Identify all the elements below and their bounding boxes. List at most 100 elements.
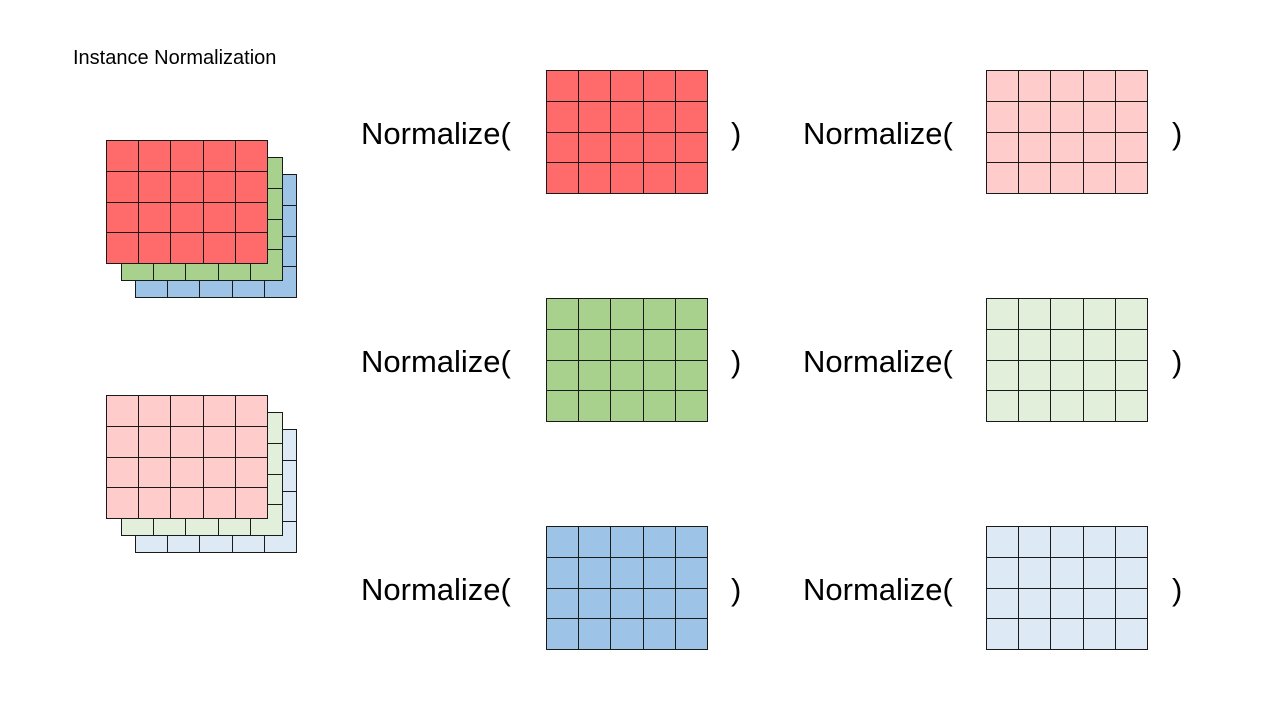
grid-cell bbox=[200, 522, 233, 553]
grid-cell bbox=[1083, 360, 1116, 392]
grid-cell bbox=[643, 527, 676, 558]
grid-cell bbox=[235, 202, 268, 234]
grid-cell bbox=[1083, 101, 1116, 133]
grid-cell bbox=[611, 557, 644, 589]
grid-cell bbox=[675, 71, 708, 102]
grid-cell bbox=[186, 250, 219, 281]
grid-cell bbox=[611, 299, 644, 330]
grid-cell bbox=[264, 522, 297, 553]
grid-cell bbox=[250, 250, 283, 281]
grid-cell bbox=[643, 619, 676, 650]
grid-cell bbox=[1115, 527, 1148, 558]
grid-cell bbox=[611, 588, 644, 620]
grid-cell bbox=[547, 163, 580, 194]
grid-cell bbox=[1051, 329, 1084, 361]
grid-cell bbox=[579, 588, 612, 620]
grid-cell bbox=[139, 488, 172, 519]
grid-cell bbox=[107, 426, 140, 458]
grid-cell bbox=[235, 171, 268, 203]
grid-cell bbox=[1019, 588, 1052, 620]
grid-cell bbox=[203, 141, 236, 172]
grid-cell bbox=[643, 101, 676, 133]
grid-cell bbox=[643, 71, 676, 102]
grid-cell bbox=[547, 299, 580, 330]
grid-cell bbox=[218, 505, 251, 536]
grid-blue-input bbox=[546, 526, 708, 650]
grid-cell bbox=[675, 557, 708, 589]
grid-cell bbox=[579, 329, 612, 361]
grid-cell bbox=[107, 396, 140, 427]
grid-cell bbox=[579, 360, 612, 392]
grid-cell bbox=[611, 329, 644, 361]
grid-cell bbox=[579, 619, 612, 650]
grid-cell bbox=[1051, 71, 1084, 102]
grid-cell bbox=[1115, 329, 1148, 361]
grid-cell bbox=[203, 233, 236, 264]
grid-cell bbox=[579, 163, 612, 194]
grid-cell bbox=[1115, 132, 1148, 164]
grid-cell bbox=[579, 299, 612, 330]
grid-cell bbox=[643, 132, 676, 164]
grid-cell bbox=[547, 360, 580, 392]
grid-cell bbox=[203, 488, 236, 519]
grid-cell bbox=[235, 396, 268, 427]
grid-cell bbox=[139, 396, 172, 427]
grid-cell bbox=[987, 299, 1020, 330]
grid-cell bbox=[1019, 163, 1052, 194]
grid-cell bbox=[547, 619, 580, 650]
grid-cell bbox=[675, 527, 708, 558]
grid-cell bbox=[611, 132, 644, 164]
stack-original-red-layer bbox=[106, 140, 268, 264]
grid-cell bbox=[107, 488, 140, 519]
grid-cell bbox=[1083, 132, 1116, 164]
grid-cell bbox=[643, 391, 676, 422]
grid-cell bbox=[1083, 71, 1116, 102]
grid-cell bbox=[154, 250, 187, 281]
grid-cell bbox=[139, 141, 172, 172]
grid-cell bbox=[987, 163, 1020, 194]
grid-cell bbox=[1051, 101, 1084, 133]
grid-cell bbox=[987, 132, 1020, 164]
grid-cell bbox=[547, 391, 580, 422]
grid-cell bbox=[643, 557, 676, 589]
normalize-label-blue-input: Normalize( bbox=[361, 572, 511, 607]
grid-cell bbox=[547, 557, 580, 589]
grid-cell bbox=[1115, 619, 1148, 650]
grid-red-output bbox=[986, 70, 1148, 194]
grid-cell bbox=[1019, 557, 1052, 589]
grid-cell bbox=[171, 141, 204, 172]
grid-cell bbox=[232, 267, 265, 298]
grid-cell bbox=[203, 457, 236, 489]
grid-cell bbox=[611, 360, 644, 392]
grid-cell bbox=[643, 329, 676, 361]
grid-cell bbox=[611, 619, 644, 650]
grid-cell bbox=[250, 505, 283, 536]
grid-cell bbox=[235, 233, 268, 264]
normalize-label-green-output: Normalize( bbox=[803, 344, 953, 379]
grid-cell bbox=[1019, 391, 1052, 422]
grid-cell bbox=[139, 457, 172, 489]
grid-cell bbox=[579, 101, 612, 133]
grid-cell bbox=[1115, 163, 1148, 194]
grid-cell bbox=[235, 488, 268, 519]
close-paren-red-output: ) bbox=[1172, 116, 1183, 151]
close-paren-red-input: ) bbox=[731, 116, 742, 151]
grid-cell bbox=[171, 426, 204, 458]
grid-cell bbox=[611, 101, 644, 133]
grid-cell bbox=[1083, 299, 1116, 330]
grid-cell bbox=[547, 71, 580, 102]
grid-cell bbox=[1051, 588, 1084, 620]
grid-cell bbox=[611, 163, 644, 194]
grid-cell bbox=[200, 267, 233, 298]
grid-cell bbox=[1115, 588, 1148, 620]
grid-cell bbox=[107, 141, 140, 172]
grid-cell bbox=[1083, 557, 1116, 589]
grid-cell bbox=[675, 329, 708, 361]
close-paren-green-output: ) bbox=[1172, 344, 1183, 379]
grid-cell bbox=[203, 202, 236, 234]
grid-red-input bbox=[546, 70, 708, 194]
grid-cell bbox=[1083, 163, 1116, 194]
grid-cell bbox=[987, 360, 1020, 392]
grid-cell bbox=[579, 71, 612, 102]
grid-cell bbox=[136, 267, 169, 298]
